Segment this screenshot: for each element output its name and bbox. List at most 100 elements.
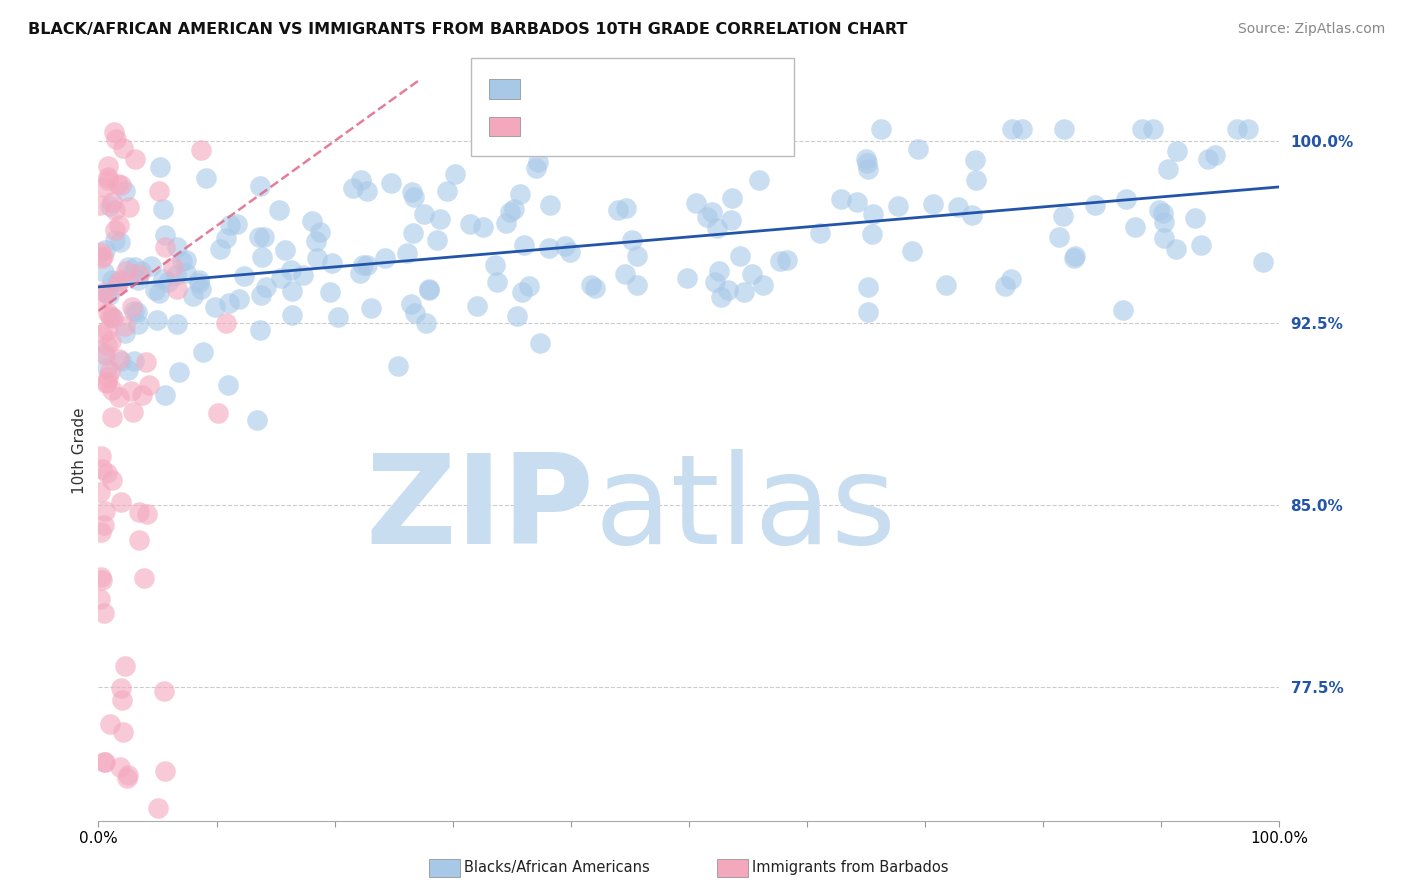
Point <box>166 282 188 296</box>
Point <box>856 280 879 294</box>
Point <box>97 169 120 184</box>
Point <box>506 309 529 323</box>
Point <box>96 376 118 390</box>
Point <box>110 235 132 249</box>
Point <box>830 192 852 206</box>
Point <box>103 310 125 325</box>
Point <box>114 659 136 673</box>
Point <box>100 409 122 424</box>
Point <box>112 724 135 739</box>
Point <box>538 198 561 212</box>
Point <box>404 306 426 320</box>
Point <box>524 161 547 175</box>
Point <box>495 216 517 230</box>
Point <box>111 692 134 706</box>
Point <box>204 300 226 314</box>
Point <box>247 230 270 244</box>
Point <box>413 207 436 221</box>
Point <box>190 143 212 157</box>
Point <box>1236 121 1258 136</box>
Point <box>862 207 884 221</box>
Point <box>529 336 551 351</box>
Point <box>155 388 177 402</box>
Point <box>1053 121 1076 136</box>
Point <box>733 285 755 299</box>
Text: N =: N = <box>633 118 669 136</box>
Point <box>153 227 176 242</box>
Point <box>509 187 531 202</box>
Text: Immigrants from Barbados: Immigrants from Barbados <box>752 861 949 875</box>
Point <box>249 323 271 337</box>
Point <box>93 264 115 278</box>
Point <box>108 391 131 405</box>
Point <box>280 263 302 277</box>
Point <box>122 405 145 419</box>
Point <box>121 268 143 282</box>
Point <box>720 213 742 227</box>
Point <box>395 245 418 260</box>
Point <box>128 505 150 519</box>
Point <box>254 280 277 294</box>
Point <box>704 275 727 289</box>
Point <box>148 184 170 198</box>
Point <box>152 272 174 286</box>
Point <box>207 406 229 420</box>
Point <box>90 449 112 463</box>
Point <box>402 227 425 241</box>
Point <box>418 282 440 296</box>
Point <box>107 178 129 192</box>
Point <box>97 159 120 173</box>
Point <box>512 238 534 252</box>
Point <box>1198 152 1220 166</box>
Point <box>135 508 157 522</box>
Point <box>443 167 465 181</box>
Point <box>101 383 124 397</box>
Point <box>91 327 114 342</box>
Text: R =: R = <box>531 80 568 98</box>
Point <box>538 241 561 255</box>
Point <box>110 759 132 773</box>
Point <box>108 219 131 233</box>
Point <box>710 290 733 304</box>
Point <box>614 202 637 216</box>
Point <box>90 461 112 475</box>
Point <box>93 285 115 299</box>
Point <box>401 185 423 199</box>
Point <box>626 249 648 263</box>
Point <box>1153 231 1175 245</box>
Point <box>280 284 302 298</box>
Point <box>517 279 540 293</box>
Point <box>187 272 209 286</box>
Point <box>94 348 117 362</box>
Point <box>281 308 304 322</box>
Point <box>115 771 138 785</box>
Point <box>250 250 273 264</box>
Point <box>97 173 120 187</box>
Point <box>994 279 1017 293</box>
Point <box>228 292 250 306</box>
Point <box>96 286 118 301</box>
Y-axis label: 10th Grade: 10th Grade <box>72 407 87 494</box>
Text: Source: ZipAtlas.com: Source: ZipAtlas.com <box>1237 22 1385 37</box>
Point <box>155 764 177 778</box>
Point <box>117 768 139 782</box>
Point <box>748 172 770 186</box>
Point <box>583 281 606 295</box>
Point <box>93 517 115 532</box>
Point <box>170 253 193 268</box>
Point <box>935 277 957 292</box>
Point <box>115 263 138 277</box>
Point <box>91 249 114 263</box>
Text: BLACK/AFRICAN AMERICAN VS IMMIGRANTS FROM BARBADOS 10TH GRADE CORRELATION CHART: BLACK/AFRICAN AMERICAN VS IMMIGRANTS FRO… <box>28 22 907 37</box>
Point <box>510 285 533 299</box>
Point <box>93 504 115 518</box>
Point <box>1184 211 1206 226</box>
Point <box>96 337 118 351</box>
Point <box>1204 148 1226 162</box>
Point <box>458 217 481 231</box>
Point <box>436 184 458 198</box>
Point <box>946 201 969 215</box>
Text: ZIP: ZIP <box>366 450 595 570</box>
Point <box>965 173 987 187</box>
Point <box>374 252 396 266</box>
